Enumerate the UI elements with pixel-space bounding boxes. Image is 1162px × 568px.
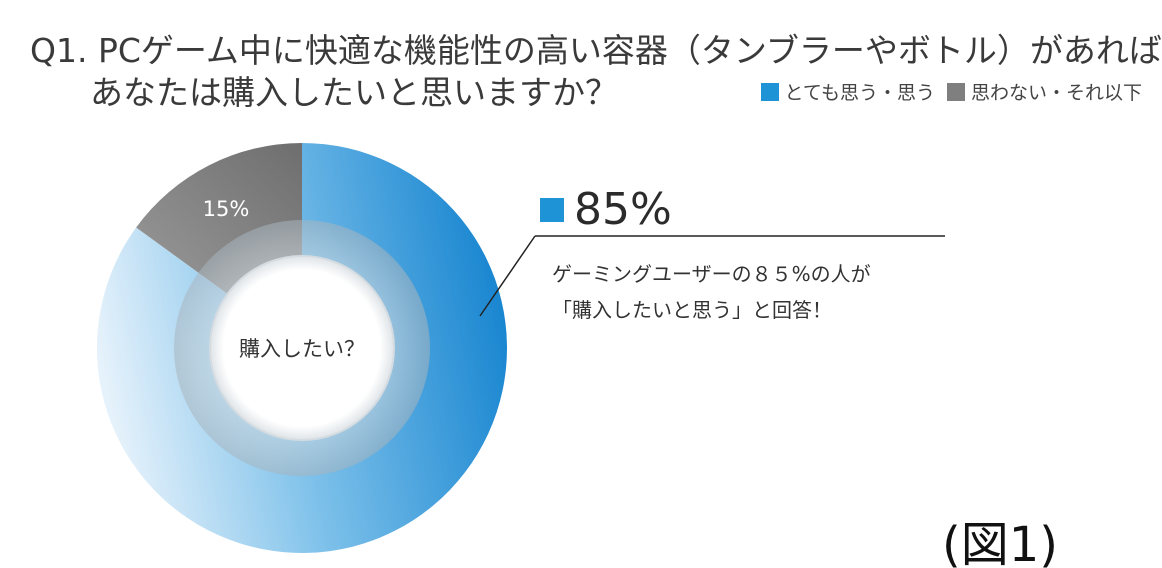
question-line-1: Q1. PCゲーム中に快適な機能性の高い容器（タンブラーやボトル）があれば、 [30,31,1162,70]
callout-text-line-2: 「購入したいと思う」と回答！ [552,298,832,322]
center-label: 購入したい？ [239,337,365,361]
question-line-2: あなたは購入したいと思いますか？ [90,73,618,112]
callout-leader-diagonal [479,235,536,317]
legend-item-yes: とても思う・思う [760,78,935,105]
legend-label-no: 思わない・それ以下 [970,82,1142,104]
figure-label: (図1) [942,517,1058,568]
callout-swatch [540,197,564,222]
callout-value: 85% [540,184,672,235]
legend-item-no: 思わない・それ以下 [946,78,1142,105]
legend: とても思う・思う 思わない・それ以下 [749,78,1142,105]
legend-label-yes: とても思う・思う [784,82,935,104]
slice-label-no: 15% [203,197,250,221]
slice-yes [97,143,507,553]
center-disc [209,255,395,441]
legend-swatch-no [946,82,965,101]
legend-swatch-yes [760,82,779,101]
callout-value-label: 85% [574,184,672,235]
callout-text-line-1: ゲーミングユーザーの８５%の人が [552,262,871,286]
